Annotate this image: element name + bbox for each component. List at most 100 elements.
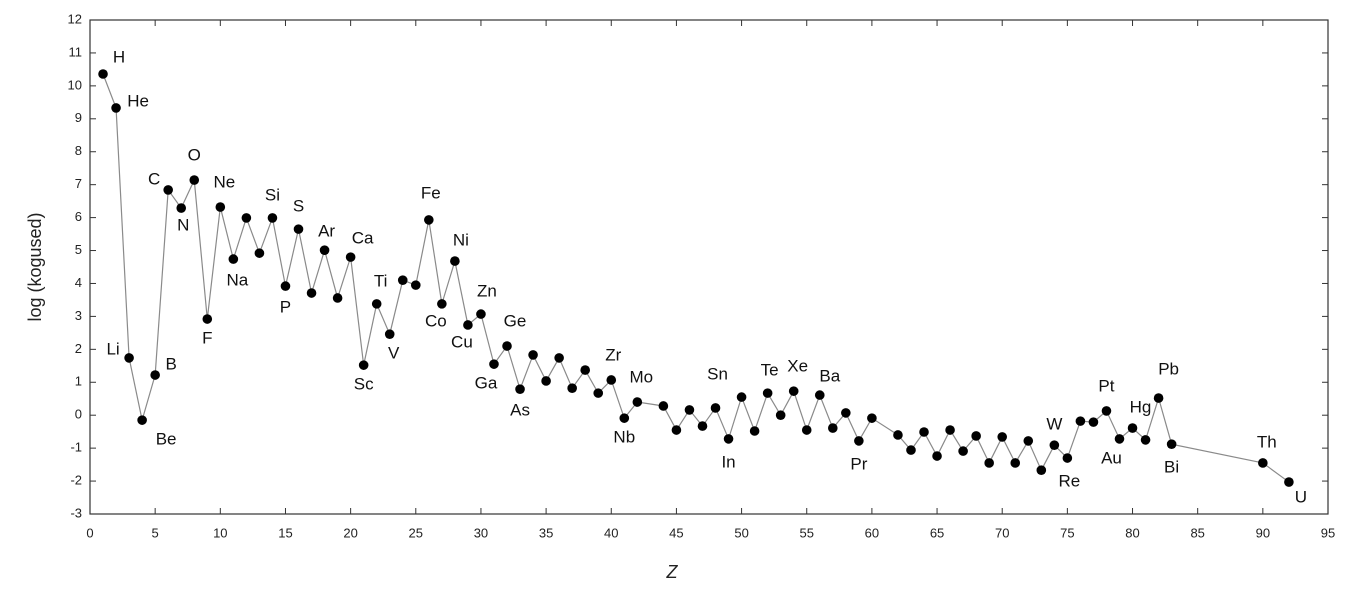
point-label: Ti (374, 271, 388, 290)
point-label: Zn (477, 282, 497, 301)
data-point (1127, 423, 1138, 433)
data-point (111, 103, 121, 113)
point-label: He (127, 91, 149, 110)
data-point (215, 202, 226, 212)
data-point (371, 299, 382, 309)
data-point (762, 388, 773, 398)
data-point (1114, 434, 1125, 444)
data-point (150, 370, 160, 380)
x-tick-label: 70 (995, 525, 1009, 540)
x-tick-label: 20 (343, 525, 357, 540)
data-point (1101, 406, 1112, 416)
data-point (98, 69, 108, 79)
point-label: Th (1257, 432, 1277, 451)
y-tick-label: 8 (75, 143, 82, 158)
data-point (528, 350, 538, 360)
data-point (971, 431, 981, 441)
point-label: U (1295, 488, 1307, 507)
point-label: B (165, 355, 176, 374)
data-point (1049, 440, 1060, 450)
point-label: Ge (504, 312, 527, 331)
data-point (801, 425, 812, 435)
x-tick-label: 80 (1125, 525, 1139, 540)
point-label: F (202, 329, 212, 348)
data-point (1010, 458, 1021, 468)
point-label: C (148, 169, 160, 188)
y-tick-label: -2 (70, 473, 82, 488)
y-tick-label: 5 (75, 242, 82, 257)
data-point (1140, 435, 1151, 445)
x-tick-label: 10 (213, 525, 227, 540)
y-tick-label: 9 (75, 110, 82, 125)
data-point (463, 320, 473, 330)
point-label: N (177, 216, 189, 235)
data-point (841, 408, 851, 418)
point-label: Te (761, 361, 779, 380)
data-point (958, 446, 968, 456)
point-label: W (1046, 415, 1062, 434)
data-point (554, 353, 564, 363)
data-point (867, 413, 877, 423)
data-point (619, 413, 630, 423)
data-point (945, 425, 955, 435)
data-point (319, 245, 330, 256)
data-point (932, 451, 942, 461)
x-tick-label: 5 (152, 525, 159, 540)
data-point (163, 185, 173, 195)
plot-frame (89, 19, 1329, 515)
data-point (502, 341, 512, 351)
point-label: P (280, 298, 291, 317)
data-point (1036, 465, 1047, 475)
data-point (684, 405, 695, 415)
point-label: Cu (451, 332, 473, 351)
data-point (567, 383, 577, 393)
data-point (828, 423, 838, 433)
data-point (1166, 439, 1177, 449)
data-point (1023, 436, 1034, 446)
point-label: Ba (819, 367, 840, 386)
data-point (358, 360, 369, 370)
data-point (736, 392, 747, 402)
data-point (254, 248, 265, 258)
x-tick-label: 15 (278, 525, 292, 540)
data-point (814, 390, 825, 400)
data-point (1153, 393, 1164, 403)
data-point (541, 376, 551, 386)
point-label: Nb (613, 428, 635, 447)
x-tick-label: 30 (474, 525, 488, 540)
data-point (1088, 417, 1099, 427)
data-point (306, 288, 317, 298)
data-point (1258, 458, 1268, 468)
data-point (345, 252, 356, 262)
data-point (437, 299, 447, 309)
y-tick-label: 6 (75, 209, 82, 224)
point-label: Co (425, 311, 447, 330)
y-tick-label: 1 (75, 374, 82, 389)
data-point (228, 254, 239, 264)
data-point (1062, 453, 1073, 463)
x-tick-label: 60 (865, 525, 879, 540)
x-tick-label: 35 (539, 525, 553, 540)
y-tick-label: 2 (75, 341, 82, 356)
y-tick-label: 12 (68, 11, 82, 26)
data-point (710, 403, 721, 413)
data-point (984, 458, 994, 468)
y-tick-label: -3 (70, 505, 82, 520)
data-point (137, 415, 147, 425)
point-label: As (510, 401, 530, 420)
x-tick-label: 45 (669, 525, 683, 540)
y-axis-title: log (kogused) (25, 212, 45, 321)
x-tick-label: 75 (1060, 525, 1074, 540)
point-label: Ca (352, 229, 374, 248)
point-label: V (388, 344, 400, 363)
y-tick-label: 11 (69, 44, 83, 59)
data-point (906, 445, 916, 455)
x-tick-label: 40 (604, 525, 618, 540)
point-label: Au (1101, 448, 1122, 467)
point-label: Na (226, 271, 248, 290)
point-label: Re (1059, 471, 1081, 490)
data-point (854, 436, 864, 446)
data-point (202, 314, 213, 324)
point-label: Xe (787, 357, 808, 376)
point-label: Si (265, 185, 280, 204)
